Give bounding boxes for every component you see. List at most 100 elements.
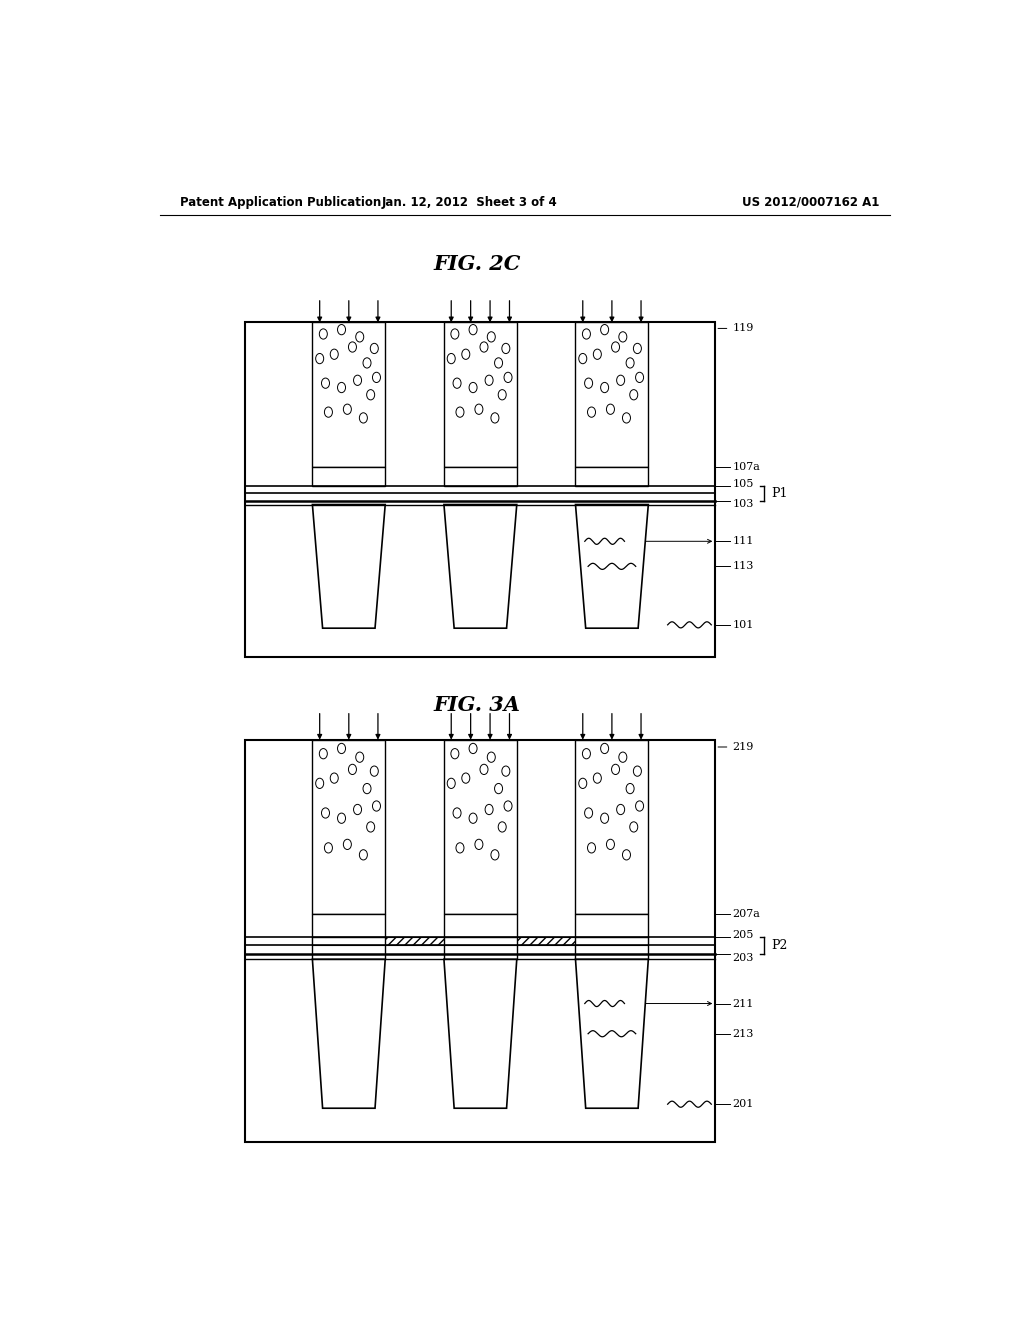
Text: P1: P1 (771, 487, 787, 500)
Circle shape (364, 784, 371, 793)
Circle shape (338, 383, 345, 392)
Circle shape (331, 774, 338, 783)
Text: Patent Application Publication: Patent Application Publication (179, 195, 381, 209)
Circle shape (588, 842, 596, 853)
Circle shape (447, 779, 456, 788)
Bar (312, 915, 385, 937)
Circle shape (616, 375, 625, 385)
Circle shape (485, 375, 494, 385)
Circle shape (495, 784, 503, 793)
Circle shape (371, 766, 378, 776)
Bar (246, 739, 715, 1142)
Circle shape (343, 404, 351, 414)
Bar (575, 915, 648, 937)
Circle shape (593, 348, 601, 359)
Circle shape (630, 389, 638, 400)
Circle shape (583, 329, 591, 339)
Circle shape (606, 404, 614, 414)
Circle shape (480, 764, 488, 775)
Text: P2: P2 (771, 940, 787, 952)
Circle shape (338, 813, 345, 824)
Circle shape (359, 850, 368, 859)
Circle shape (343, 840, 351, 850)
Circle shape (373, 801, 381, 812)
Circle shape (364, 358, 371, 368)
Circle shape (626, 358, 634, 368)
Circle shape (355, 331, 364, 342)
Circle shape (371, 343, 378, 354)
Polygon shape (312, 504, 385, 628)
Text: FIG. 3A: FIG. 3A (434, 694, 520, 715)
Polygon shape (312, 960, 385, 1109)
Circle shape (373, 372, 381, 383)
Circle shape (319, 329, 328, 339)
Text: 101: 101 (733, 620, 754, 630)
Polygon shape (444, 504, 517, 628)
Bar (312, 937, 648, 945)
Circle shape (504, 372, 512, 383)
Circle shape (456, 407, 464, 417)
Circle shape (601, 743, 608, 754)
Circle shape (456, 842, 464, 853)
Circle shape (611, 342, 620, 352)
Circle shape (504, 801, 512, 812)
Circle shape (623, 850, 631, 859)
Circle shape (490, 413, 499, 422)
Circle shape (636, 372, 643, 383)
Circle shape (325, 842, 333, 853)
Circle shape (451, 329, 459, 339)
Circle shape (601, 813, 608, 824)
Circle shape (353, 375, 361, 385)
Bar (312, 467, 385, 486)
Circle shape (469, 383, 477, 392)
Circle shape (601, 383, 608, 392)
Circle shape (469, 813, 477, 824)
Circle shape (319, 748, 328, 759)
Bar (312, 322, 385, 467)
Circle shape (338, 325, 345, 335)
Text: 219: 219 (733, 742, 754, 752)
Text: 119: 119 (733, 323, 754, 334)
Polygon shape (444, 960, 517, 1109)
Circle shape (593, 774, 601, 783)
Circle shape (348, 342, 356, 352)
Circle shape (601, 325, 608, 335)
Text: 203: 203 (733, 953, 754, 964)
Bar (575, 937, 648, 945)
Circle shape (626, 784, 634, 793)
Circle shape (453, 378, 461, 388)
Bar (575, 467, 648, 486)
Text: 103: 103 (733, 499, 754, 508)
Bar (312, 739, 385, 915)
Circle shape (618, 752, 627, 763)
Circle shape (611, 764, 620, 775)
Text: 207a: 207a (733, 909, 761, 919)
Circle shape (585, 378, 593, 388)
Circle shape (634, 343, 641, 354)
Bar (246, 322, 715, 656)
Text: FIG. 2C: FIG. 2C (433, 253, 521, 273)
Circle shape (579, 779, 587, 788)
Circle shape (469, 743, 477, 754)
Circle shape (315, 779, 324, 788)
Text: 251: 251 (497, 911, 518, 939)
Circle shape (499, 389, 506, 400)
Bar (444, 937, 517, 945)
Circle shape (487, 331, 496, 342)
Circle shape (367, 822, 375, 832)
Circle shape (630, 822, 638, 832)
Circle shape (469, 325, 477, 335)
Circle shape (475, 840, 483, 850)
Circle shape (322, 808, 330, 818)
Circle shape (453, 808, 461, 818)
Circle shape (502, 766, 510, 776)
Text: 111: 111 (733, 536, 754, 546)
Text: 113: 113 (733, 561, 754, 572)
Bar (444, 322, 517, 467)
Text: 107a: 107a (733, 462, 761, 473)
Circle shape (359, 413, 368, 422)
Circle shape (322, 378, 330, 388)
Circle shape (353, 804, 361, 814)
Circle shape (606, 840, 614, 850)
Circle shape (462, 348, 470, 359)
